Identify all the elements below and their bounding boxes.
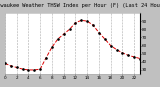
Text: Milwaukee Weather THSW Index per Hour (F) (Last 24 Hours): Milwaukee Weather THSW Index per Hour (F… xyxy=(0,3,160,8)
